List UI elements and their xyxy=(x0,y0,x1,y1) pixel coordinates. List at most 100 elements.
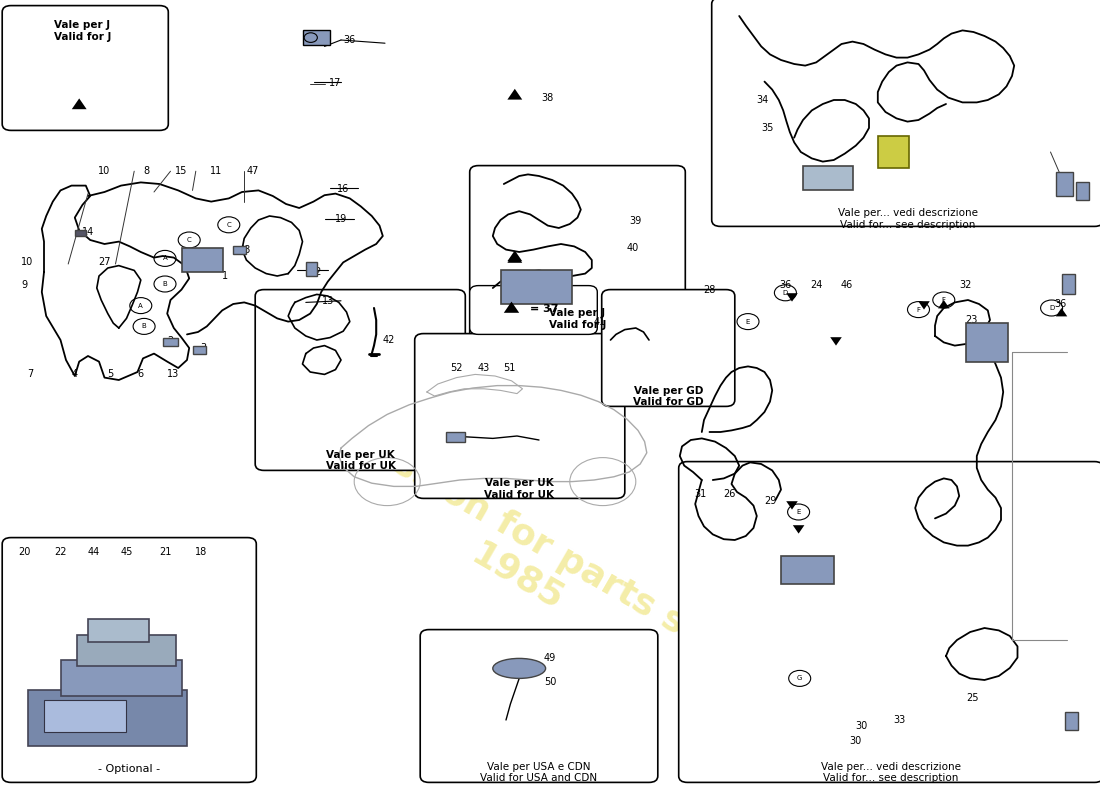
Polygon shape xyxy=(938,300,949,308)
Text: = 37: = 37 xyxy=(530,304,559,314)
Text: 20: 20 xyxy=(18,547,31,557)
FancyBboxPatch shape xyxy=(602,290,735,406)
Text: 11: 11 xyxy=(209,166,222,176)
Text: 4: 4 xyxy=(72,370,78,379)
Bar xyxy=(1056,172,1072,196)
Text: 23: 23 xyxy=(965,315,978,325)
Text: 13: 13 xyxy=(166,370,179,379)
Text: 29: 29 xyxy=(763,496,777,506)
Text: 46: 46 xyxy=(840,280,854,290)
Text: 51: 51 xyxy=(503,363,516,373)
Bar xyxy=(803,166,852,190)
Text: 17: 17 xyxy=(329,78,342,88)
Text: 27: 27 xyxy=(98,258,111,267)
FancyBboxPatch shape xyxy=(2,6,168,130)
Polygon shape xyxy=(507,250,522,261)
Polygon shape xyxy=(504,302,519,313)
Text: Vale per GD
Valid for GD: Vale per GD Valid for GD xyxy=(634,386,704,407)
Text: Vale per J
Valid for J: Vale per J Valid for J xyxy=(54,20,111,42)
Bar xyxy=(302,30,330,45)
Text: E: E xyxy=(746,318,750,325)
Bar xyxy=(44,700,127,732)
Bar xyxy=(1062,274,1075,294)
Bar xyxy=(306,262,317,276)
Text: 52: 52 xyxy=(450,363,463,373)
Text: 49: 49 xyxy=(543,653,557,662)
Text: 21: 21 xyxy=(158,547,172,557)
Text: 15: 15 xyxy=(175,166,188,176)
Polygon shape xyxy=(786,294,798,302)
Bar xyxy=(781,556,834,584)
Bar xyxy=(77,635,176,666)
Text: 6: 6 xyxy=(138,370,144,379)
Text: F: F xyxy=(916,306,921,313)
Text: 12: 12 xyxy=(309,267,322,277)
Bar xyxy=(878,136,909,168)
Text: 35: 35 xyxy=(1077,191,1090,201)
Text: 44: 44 xyxy=(87,547,100,557)
Text: 7: 7 xyxy=(28,370,34,379)
Text: 38: 38 xyxy=(541,93,554,102)
Bar xyxy=(1065,712,1078,730)
Text: 50: 50 xyxy=(543,677,557,686)
Text: 36: 36 xyxy=(343,35,356,45)
Bar xyxy=(446,432,465,442)
Text: F: F xyxy=(942,297,946,303)
FancyBboxPatch shape xyxy=(470,166,685,346)
Polygon shape xyxy=(507,252,522,262)
Text: 14: 14 xyxy=(1065,715,1078,725)
Text: 42: 42 xyxy=(382,335,395,345)
Text: 41: 41 xyxy=(593,317,606,326)
Polygon shape xyxy=(793,525,804,534)
Text: A: A xyxy=(139,302,143,309)
Text: Vale per J
Valid for J: Vale per J Valid for J xyxy=(549,308,606,330)
FancyBboxPatch shape xyxy=(420,630,658,782)
FancyBboxPatch shape xyxy=(712,0,1100,226)
Text: 25: 25 xyxy=(966,693,979,702)
Text: 47: 47 xyxy=(246,166,260,176)
Text: 39: 39 xyxy=(629,216,642,226)
Text: Vale per USA e CDN
Valid for USA and CDN: Vale per USA e CDN Valid for USA and CDN xyxy=(481,762,597,783)
Text: 33: 33 xyxy=(893,715,906,725)
Text: C: C xyxy=(187,237,191,243)
Polygon shape xyxy=(72,98,87,109)
Bar xyxy=(60,660,182,696)
Text: 8: 8 xyxy=(143,166,150,176)
Text: D: D xyxy=(1049,305,1054,311)
FancyBboxPatch shape xyxy=(255,290,465,470)
Text: 40: 40 xyxy=(626,243,639,253)
Text: G: G xyxy=(798,675,802,682)
Text: 30: 30 xyxy=(855,722,868,731)
Polygon shape xyxy=(1056,308,1067,316)
Text: 19: 19 xyxy=(334,214,348,224)
Bar xyxy=(88,619,148,642)
Text: 45: 45 xyxy=(120,547,133,557)
Bar xyxy=(233,246,246,254)
Text: 32: 32 xyxy=(959,280,972,290)
Text: 3: 3 xyxy=(200,343,207,353)
Text: 18: 18 xyxy=(195,547,208,557)
Bar xyxy=(163,338,178,346)
Text: 31: 31 xyxy=(694,490,707,499)
Text: - Optional -: - Optional - xyxy=(98,764,160,774)
Text: E: E xyxy=(796,509,801,515)
Polygon shape xyxy=(918,302,930,310)
FancyBboxPatch shape xyxy=(470,286,597,334)
Text: Vale per... vedi descrizione
Valid for... see description: Vale per... vedi descrizione Valid for..… xyxy=(837,208,978,230)
Text: Vale per UK
Valid for UK: Vale per UK Valid for UK xyxy=(326,450,396,471)
Bar xyxy=(75,230,86,236)
Bar xyxy=(966,323,1008,362)
Text: C: C xyxy=(227,222,231,228)
Text: 1: 1 xyxy=(222,271,229,281)
FancyBboxPatch shape xyxy=(2,538,256,782)
Text: a passion for parts since
1985: a passion for parts since 1985 xyxy=(293,402,763,718)
Bar xyxy=(1076,182,1089,200)
Text: 2: 2 xyxy=(167,336,174,346)
Text: 36: 36 xyxy=(779,280,792,290)
Text: 34: 34 xyxy=(756,95,769,105)
Text: D: D xyxy=(783,290,788,296)
Text: 35: 35 xyxy=(761,123,774,133)
Text: 43: 43 xyxy=(477,363,491,373)
Text: 13: 13 xyxy=(321,296,334,306)
Text: 30: 30 xyxy=(849,736,862,746)
